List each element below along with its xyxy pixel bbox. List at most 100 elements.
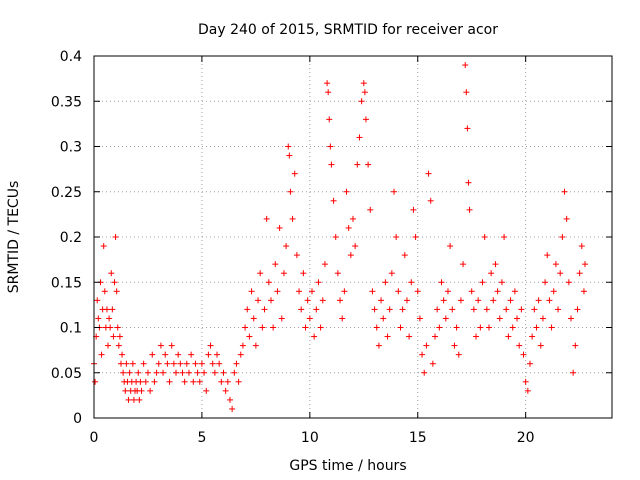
data-point	[410, 206, 417, 213]
data-point	[578, 243, 585, 250]
data-point	[120, 369, 127, 376]
data-point	[481, 234, 488, 240]
data-point	[465, 179, 472, 186]
data-point	[289, 215, 296, 222]
data-point	[546, 297, 553, 304]
data-point	[399, 306, 406, 313]
data-point	[565, 279, 572, 286]
data-point	[214, 351, 221, 358]
data-point	[114, 324, 121, 331]
data-point	[397, 324, 404, 331]
data-point	[110, 333, 117, 340]
data-point	[185, 369, 192, 376]
data-point	[337, 297, 344, 304]
data-point	[287, 188, 294, 195]
data-point	[109, 306, 116, 313]
data-point	[570, 369, 577, 376]
data-point	[539, 315, 546, 322]
data-point	[393, 234, 400, 240]
data-point	[334, 270, 341, 277]
data-point	[235, 378, 242, 385]
data-point	[242, 324, 249, 331]
data-point	[319, 297, 326, 304]
data-point	[531, 306, 538, 313]
data-point	[332, 234, 339, 240]
data-point	[149, 351, 156, 358]
data-point	[239, 342, 246, 349]
data-point	[151, 378, 158, 385]
data-point	[548, 324, 555, 331]
data-point	[324, 80, 331, 87]
data-point	[463, 89, 470, 96]
data-point	[147, 387, 154, 394]
data-point	[326, 116, 333, 123]
data-point	[286, 152, 293, 159]
data-point	[378, 297, 385, 304]
data-point	[328, 161, 335, 168]
data-point	[423, 342, 430, 349]
data-point	[101, 288, 108, 295]
data-point	[403, 297, 410, 304]
data-point	[490, 297, 497, 304]
y-tick-label: 0.25	[51, 185, 82, 201]
data-point	[302, 324, 309, 331]
data-point	[115, 342, 122, 349]
data-point	[358, 98, 365, 105]
data-point	[168, 342, 175, 349]
data-point	[529, 333, 536, 340]
data-point	[272, 261, 279, 268]
y-tick-label: 0.1	[60, 321, 82, 337]
data-point	[354, 161, 361, 168]
data-point	[177, 360, 184, 367]
data-point	[113, 288, 120, 295]
x-tick-label: 10	[301, 430, 319, 446]
data-point	[100, 243, 107, 250]
y-tick-label: 0	[73, 411, 82, 427]
data-point	[192, 360, 199, 367]
data-point	[175, 351, 182, 358]
data-point	[444, 288, 451, 295]
data-point	[321, 261, 328, 268]
data-point	[196, 378, 203, 385]
data-point	[576, 270, 583, 277]
data-point	[173, 369, 180, 376]
data-point	[395, 288, 402, 295]
data-point	[473, 333, 480, 340]
data-point	[522, 378, 529, 385]
data-point	[574, 306, 581, 313]
data-point	[391, 188, 398, 195]
data-point	[119, 351, 126, 358]
data-point	[524, 387, 531, 394]
data-point	[220, 369, 227, 376]
data-point	[567, 315, 574, 322]
data-point	[462, 62, 469, 69]
data-point	[181, 378, 188, 385]
data-point	[436, 324, 443, 331]
data-point	[367, 206, 374, 213]
data-point	[442, 315, 449, 322]
data-point	[164, 360, 171, 367]
data-point	[304, 297, 311, 304]
data-point	[468, 288, 475, 295]
data-point	[356, 134, 363, 141]
data-point	[362, 116, 369, 123]
data-point	[92, 378, 99, 385]
y-tick-label: 0.05	[51, 366, 82, 382]
data-point	[483, 306, 490, 313]
data-point	[466, 206, 473, 213]
data-point	[250, 315, 257, 322]
data-point	[537, 342, 544, 349]
data-point	[291, 170, 298, 177]
data-point	[518, 306, 525, 313]
data-point	[153, 369, 160, 376]
data-point	[112, 234, 119, 240]
data-point	[103, 306, 110, 313]
data-point	[261, 306, 268, 313]
data-point	[330, 197, 337, 204]
data-point	[505, 333, 512, 340]
data-point	[470, 306, 477, 313]
data-point	[306, 315, 313, 322]
data-point	[140, 360, 147, 367]
data-point	[98, 351, 105, 358]
